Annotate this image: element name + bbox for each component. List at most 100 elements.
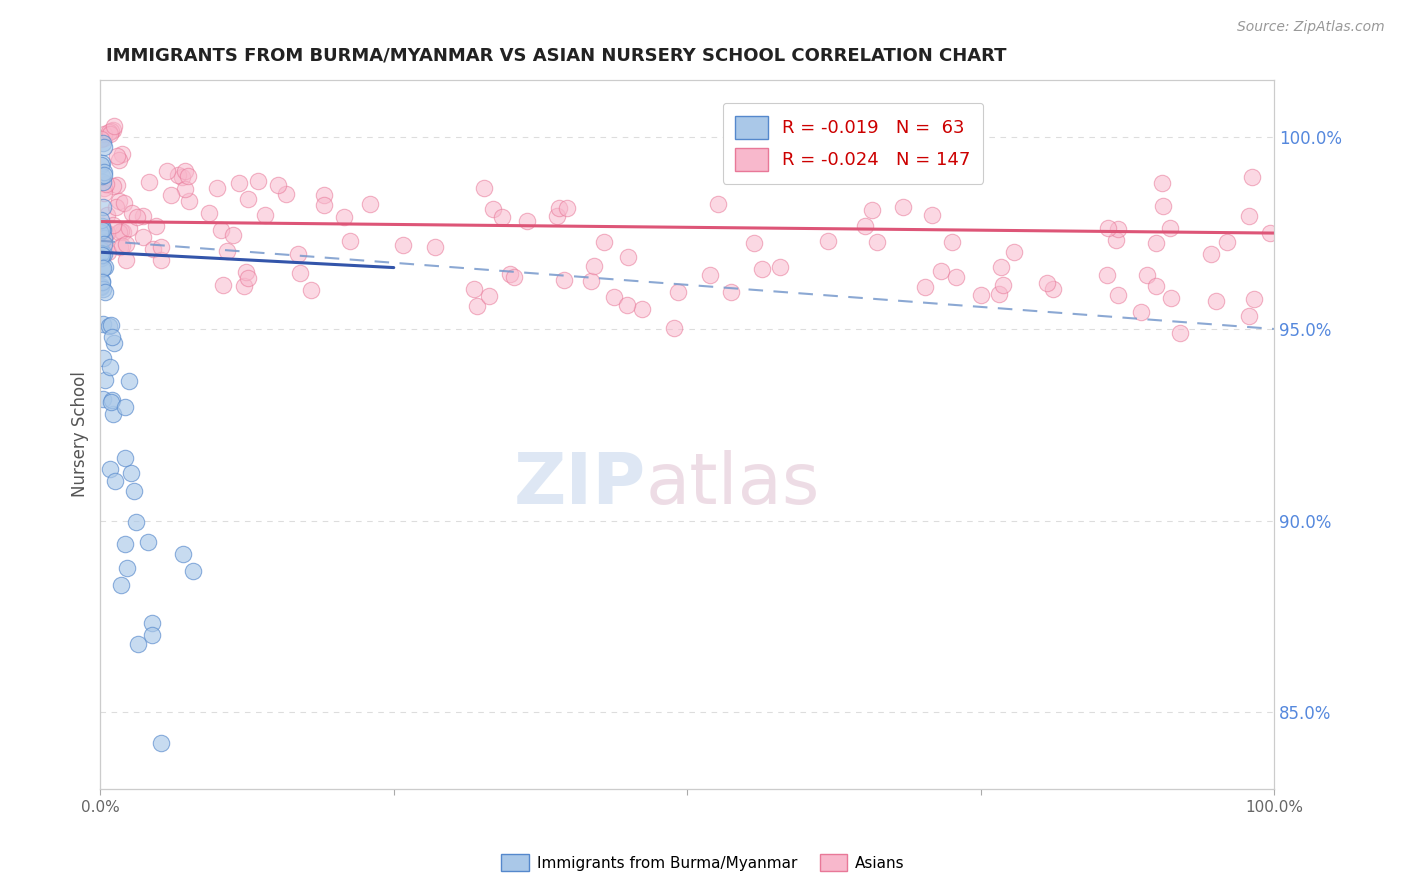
Point	[108, 153, 131, 167]
Point	[1199, 247, 1222, 261]
Point	[90, 132, 112, 146]
Point	[111, 239, 134, 253]
Point	[94, 177, 117, 191]
Point	[100, 318, 122, 332]
Point	[1260, 226, 1282, 240]
Point	[205, 181, 228, 195]
Point	[103, 119, 125, 133]
Point	[156, 164, 179, 178]
Point	[90, 250, 112, 264]
Point	[101, 122, 124, 136]
Point	[101, 218, 124, 232]
Point	[136, 534, 159, 549]
Point	[288, 266, 311, 280]
Point	[104, 474, 127, 488]
Point	[149, 736, 172, 750]
Point	[100, 123, 122, 137]
Point	[94, 373, 117, 387]
Point	[91, 317, 114, 331]
Point	[215, 244, 238, 259]
Point	[1042, 282, 1064, 296]
Point	[236, 271, 259, 285]
Point	[941, 235, 963, 249]
Point	[98, 462, 121, 476]
Point	[172, 169, 194, 184]
Legend: R = -0.019   N =  63, R = -0.024   N = 147: R = -0.019 N = 63, R = -0.024 N = 147	[723, 103, 983, 184]
Point	[583, 259, 606, 273]
Point	[212, 277, 235, 292]
Point	[90, 251, 112, 265]
Point	[853, 219, 876, 233]
Point	[929, 264, 952, 278]
Point	[312, 188, 335, 202]
Point	[423, 240, 446, 254]
Point	[478, 289, 501, 303]
Point	[90, 232, 112, 246]
Point	[1130, 305, 1153, 319]
Point	[108, 225, 131, 239]
Point	[198, 206, 221, 220]
Point	[482, 202, 505, 217]
Point	[105, 178, 128, 193]
Point	[91, 156, 114, 170]
Point	[666, 285, 689, 299]
Point	[177, 194, 200, 209]
Point	[1160, 291, 1182, 305]
Point	[91, 275, 114, 289]
Point	[1159, 221, 1181, 235]
Point	[93, 186, 115, 200]
Point	[100, 393, 122, 408]
Point	[100, 127, 122, 141]
Point	[465, 299, 488, 313]
Point	[121, 206, 143, 220]
Point	[160, 188, 183, 202]
Point	[631, 302, 654, 317]
Point	[93, 139, 115, 153]
Point	[706, 197, 728, 211]
Point	[91, 221, 114, 235]
Point	[115, 237, 138, 252]
Point	[359, 197, 381, 211]
Point	[145, 219, 167, 233]
Point	[96, 207, 118, 221]
Point	[91, 175, 114, 189]
Point	[105, 149, 128, 163]
Point	[91, 351, 114, 365]
Point	[1150, 176, 1173, 190]
Point	[108, 240, 131, 254]
Point	[339, 234, 361, 248]
Point	[1168, 326, 1191, 340]
Point	[817, 234, 839, 248]
Point	[1097, 221, 1119, 235]
Point	[699, 268, 721, 283]
Point	[267, 178, 290, 193]
Point	[138, 175, 160, 189]
Point	[93, 131, 115, 145]
Point	[1105, 233, 1128, 247]
Point	[91, 201, 114, 215]
Point	[89, 226, 111, 240]
Point	[90, 234, 112, 248]
Point	[142, 242, 165, 256]
Point	[236, 192, 259, 206]
Point	[616, 250, 638, 264]
Point	[616, 298, 638, 312]
Point	[1144, 236, 1167, 251]
Point	[914, 280, 936, 294]
Point	[103, 335, 125, 350]
Point	[970, 288, 993, 302]
Point	[253, 208, 276, 222]
Point	[100, 329, 122, 343]
Text: Source: ZipAtlas.com: Source: ZipAtlas.com	[1237, 20, 1385, 34]
Point	[112, 196, 135, 211]
Point	[222, 227, 245, 242]
Point	[548, 201, 571, 215]
Point	[90, 238, 112, 252]
Point	[1239, 309, 1261, 323]
Point	[93, 236, 115, 251]
Point	[314, 198, 336, 212]
Point	[111, 146, 134, 161]
Point	[120, 466, 142, 480]
Point	[114, 450, 136, 465]
Point	[603, 290, 626, 304]
